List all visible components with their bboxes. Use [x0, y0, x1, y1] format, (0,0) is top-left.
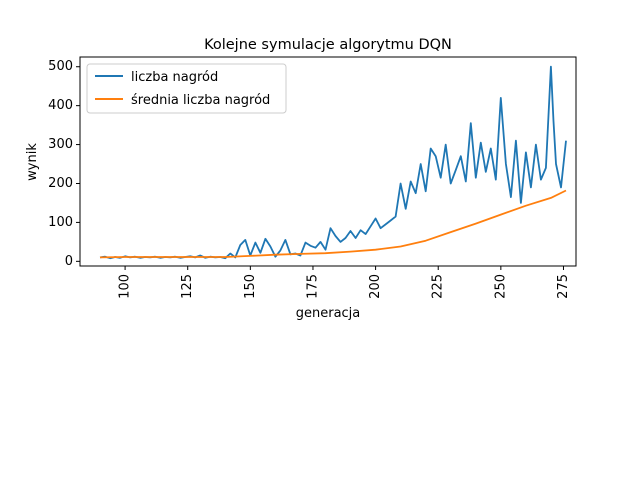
legend-label-liczba-nagrod: liczba nagród	[131, 70, 218, 85]
x-tick-label: 100	[118, 274, 133, 299]
x-axis-label: generacja	[296, 306, 361, 321]
legend-label-srednia-liczba-nagrod: średnia liczba nagród	[131, 93, 270, 108]
y-tick-label: 300	[48, 137, 73, 152]
axes-frame	[79, 56, 577, 267]
y-tick-label: 400	[48, 98, 73, 113]
legend: liczba nagród średnia liczba nagród	[86, 63, 287, 114]
plot-area	[99, 65, 567, 260]
y-tick-label: 0	[65, 254, 73, 269]
y-axis-ticks: 0 100 200 300 400 500	[48, 59, 80, 269]
y-tick-label: 100	[48, 215, 73, 230]
x-tick-label: 150	[243, 274, 258, 299]
x-tick-label: 250	[493, 274, 508, 299]
chart-title: Kolejne symulacje algorytmu DQN	[204, 37, 452, 53]
legend-box	[86, 63, 287, 114]
x-axis-ticks: 100 125 150 175 200 225 250 275	[118, 266, 571, 299]
series-line-srednia-liczba-nagrod	[99, 189, 567, 259]
x-tick-label: 125	[180, 274, 195, 299]
y-axis-label: wynik	[25, 143, 40, 181]
x-tick-label: 175	[305, 274, 320, 299]
y-tick-label: 200	[48, 176, 73, 191]
x-tick-label: 225	[431, 274, 446, 299]
y-tick-label: 500	[48, 59, 73, 74]
x-tick-label: 275	[556, 274, 571, 299]
x-tick-label: 200	[368, 274, 383, 299]
